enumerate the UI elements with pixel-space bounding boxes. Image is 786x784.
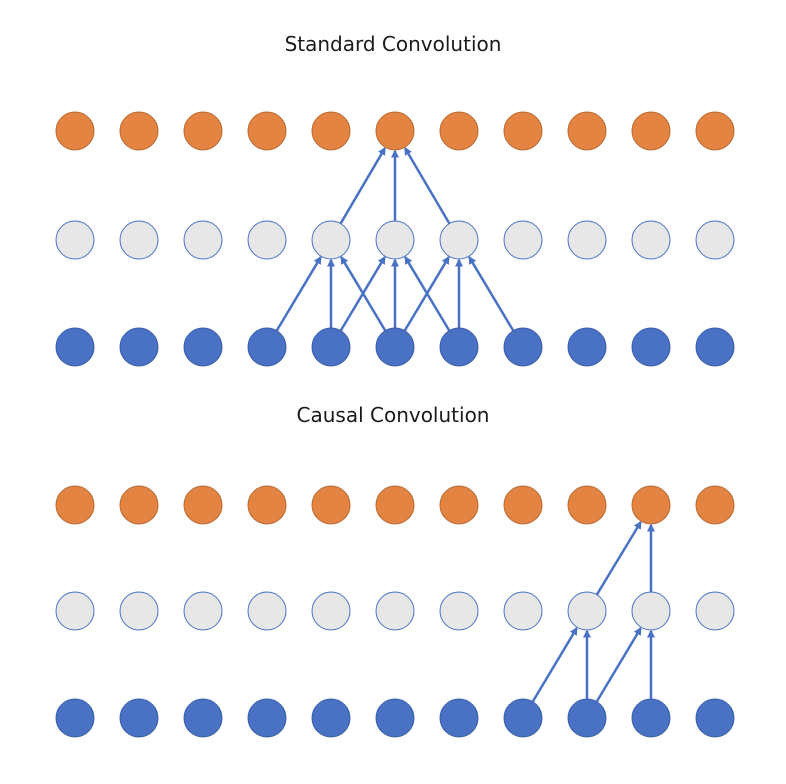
standard-hidden-node-5 xyxy=(375,220,415,260)
standard-input-node-6 xyxy=(439,327,479,367)
causal-input-node-7 xyxy=(503,698,543,738)
causal-output-node-3 xyxy=(247,485,287,525)
causal-output-node-10 xyxy=(695,485,735,525)
causal-convolution-panel xyxy=(55,485,735,738)
causal-input-node-0 xyxy=(55,698,95,738)
standard-arrow-input-6-to-hidden-5 xyxy=(404,255,452,334)
causal-hidden-node-0 xyxy=(55,591,95,631)
causal-hidden-node-10 xyxy=(695,591,735,631)
standard-input-node-0 xyxy=(55,327,95,367)
standard-hidden-node-0 xyxy=(55,220,95,260)
standard-output-node-2 xyxy=(183,111,223,151)
causal-input-node-8 xyxy=(567,698,607,738)
standard-arrow-input-5-to-hidden-6 xyxy=(402,255,450,334)
causal-output-node-6 xyxy=(439,485,479,525)
causal-output-node-5 xyxy=(375,485,415,525)
causal-hidden-node-3 xyxy=(247,591,287,631)
standard-hidden-node-10 xyxy=(695,220,735,260)
causal-output-node-2 xyxy=(183,485,223,525)
standard-hidden-node-7 xyxy=(503,220,543,260)
standard-hidden-node-8 xyxy=(567,220,607,260)
standard-arrow-hidden-6-to-output-5 xyxy=(404,146,452,226)
causal-hidden-node-9 xyxy=(631,591,671,631)
causal-output-node-1 xyxy=(119,485,159,525)
causal-hidden-node-2 xyxy=(183,591,223,631)
standard-hidden-node-6 xyxy=(439,220,479,260)
causal-input-node-9 xyxy=(631,698,671,738)
standard-hidden-node-3 xyxy=(247,220,287,260)
causal-input-node-1 xyxy=(119,698,159,738)
causal-arrow-input-7-to-hidden-8 xyxy=(530,626,578,705)
causal-input-node-4 xyxy=(311,698,351,738)
standard-input-node-4 xyxy=(311,327,351,367)
standard-hidden-node-4 xyxy=(311,220,351,260)
standard-arrow-input-3-to-hidden-4 xyxy=(274,255,322,334)
standard-output-node-10 xyxy=(695,111,735,151)
standard-hidden-node-2 xyxy=(183,220,223,260)
causal-input-node-5 xyxy=(375,698,415,738)
standard-output-node-3 xyxy=(247,111,287,151)
standard-hidden-node-1 xyxy=(119,220,159,260)
standard-input-node-9 xyxy=(631,327,671,367)
standard-output-node-7 xyxy=(503,111,543,151)
causal-output-node-8 xyxy=(567,485,607,525)
standard-arrow-input-4-to-hidden-5 xyxy=(338,255,386,334)
causal-input-node-2 xyxy=(183,698,223,738)
standard-arrow-input-5-to-hidden-4 xyxy=(340,255,388,334)
standard-output-node-8 xyxy=(567,111,607,151)
standard-output-node-5 xyxy=(375,111,415,151)
standard-input-node-5 xyxy=(375,327,415,367)
standard-hidden-node-9 xyxy=(631,220,671,260)
causal-arrow-input-8-to-hidden-9 xyxy=(594,626,642,705)
causal-hidden-node-6 xyxy=(439,591,479,631)
causal-input-node-3 xyxy=(247,698,287,738)
standard-output-node-4 xyxy=(311,111,351,151)
causal-hidden-node-8 xyxy=(567,591,607,631)
causal-hidden-node-5 xyxy=(375,591,415,631)
causal-arrow-hidden-8-to-output-9 xyxy=(594,520,642,598)
standard-convolution-title: Standard Convolution xyxy=(284,32,502,56)
causal-hidden-node-1 xyxy=(119,591,159,631)
causal-input-node-6 xyxy=(439,698,479,738)
causal-output-node-4 xyxy=(311,485,351,525)
causal-hidden-node-4 xyxy=(311,591,351,631)
standard-input-node-1 xyxy=(119,327,159,367)
standard-output-node-1 xyxy=(119,111,159,151)
standard-convolution-panel xyxy=(55,111,735,367)
standard-input-node-8 xyxy=(567,327,607,367)
standard-output-node-0 xyxy=(55,111,95,151)
standard-output-node-6 xyxy=(439,111,479,151)
standard-arrow-input-7-to-hidden-6 xyxy=(468,255,516,334)
causal-output-node-0 xyxy=(55,485,95,525)
standard-input-node-2 xyxy=(183,327,223,367)
causal-hidden-node-7 xyxy=(503,591,543,631)
standard-arrow-hidden-4-to-output-5 xyxy=(338,146,386,226)
standard-input-node-3 xyxy=(247,327,287,367)
causal-input-node-10 xyxy=(695,698,735,738)
standard-input-node-7 xyxy=(503,327,543,367)
causal-output-node-7 xyxy=(503,485,543,525)
causal-output-node-9 xyxy=(631,485,671,525)
standard-output-node-9 xyxy=(631,111,671,151)
causal-convolution-title: Causal Convolution xyxy=(296,403,490,427)
standard-input-node-10 xyxy=(695,327,735,367)
